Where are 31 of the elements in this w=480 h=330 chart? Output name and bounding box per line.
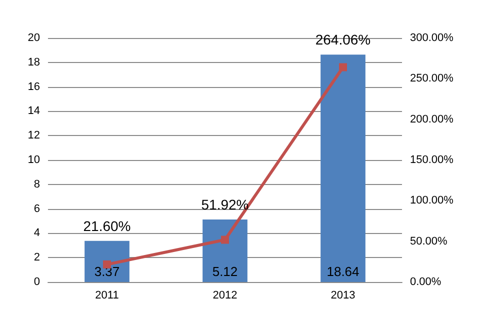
y2-tick-label: 100.00% bbox=[410, 194, 454, 207]
bar bbox=[202, 220, 248, 282]
bar bbox=[320, 54, 366, 282]
y-tick-label: 18 bbox=[28, 56, 40, 68]
y2-tick-label: 250.00% bbox=[410, 72, 454, 85]
y-tick-label: 0 bbox=[34, 276, 40, 288]
y-tick-label: 4 bbox=[34, 227, 40, 240]
data-label: 21.60% bbox=[83, 218, 131, 234]
y2-tick-label: 150.00% bbox=[410, 154, 454, 166]
data-label: 18.64 bbox=[326, 264, 360, 279]
y-tick-label: 20 bbox=[28, 32, 40, 44]
y-tick-label: 14 bbox=[28, 105, 40, 118]
y2-tick-label: 0.00% bbox=[410, 276, 442, 288]
data-label: 264.06% bbox=[315, 32, 371, 48]
y2-tick-label: 300.00% bbox=[410, 32, 454, 44]
y-tick-label: 2 bbox=[34, 252, 40, 264]
data-label: 51.92% bbox=[201, 196, 249, 213]
point bbox=[221, 236, 229, 244]
y2-tick-label: 50.00% bbox=[410, 235, 448, 248]
y-tick-label: 6 bbox=[34, 202, 40, 215]
x-tick-label: 2011 bbox=[95, 290, 119, 302]
x-tick-label: 2012 bbox=[212, 290, 238, 302]
y-tick-label: 16 bbox=[28, 80, 40, 93]
y-tick-label: 12 bbox=[28, 130, 40, 142]
data-label: 5.12 bbox=[212, 264, 238, 279]
point bbox=[339, 63, 347, 72]
bar bbox=[84, 240, 130, 282]
y-tick-label: 10 bbox=[28, 154, 40, 166]
y2-tick-label: 200.00% bbox=[410, 113, 454, 126]
x-tick-label: 2013 bbox=[330, 290, 356, 302]
y-tick-label: 8 bbox=[34, 178, 40, 190]
